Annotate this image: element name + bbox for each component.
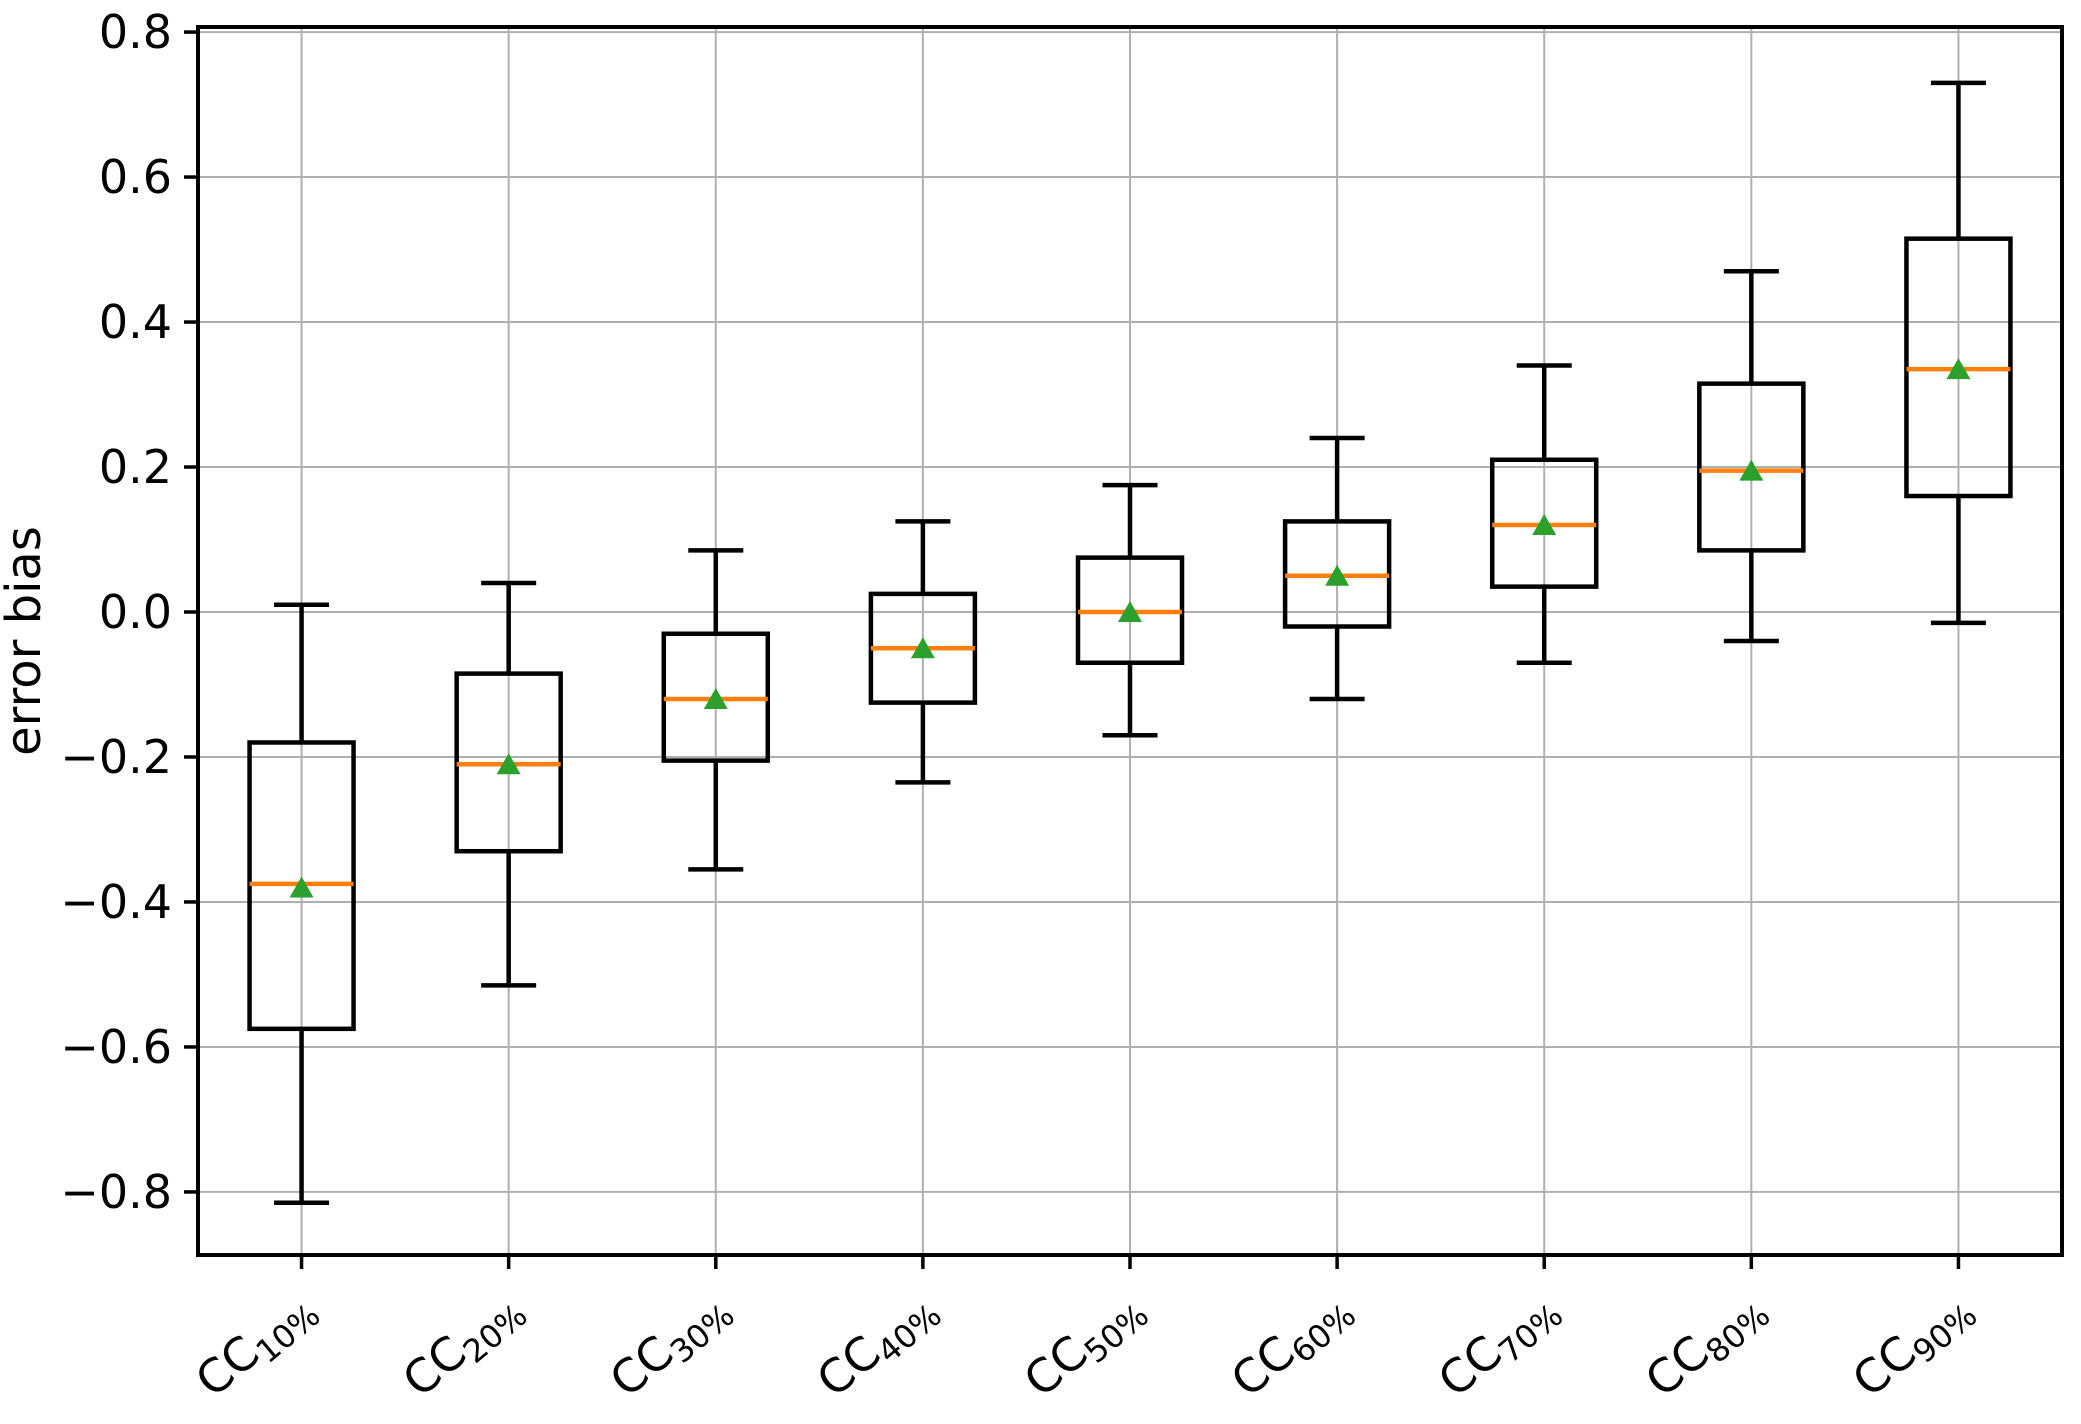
mean-marker: [496, 753, 521, 775]
y-axis-label: error bias: [0, 526, 52, 756]
y-tick-label: 0.8: [99, 5, 172, 59]
x-tick-label: CC10%: [185, 1279, 327, 1412]
mean-marker: [1325, 564, 1350, 586]
x-tick-label-subscript: 50%: [1077, 1296, 1156, 1371]
x-tick-label-subscript: 10%: [249, 1296, 328, 1371]
mean-marker: [1532, 514, 1557, 536]
x-tick-label: CC50%: [1014, 1279, 1156, 1412]
mean-marker: [289, 876, 314, 898]
y-tick-label: −0.2: [60, 730, 172, 784]
mean-marker: [1739, 459, 1764, 481]
x-tick-label: CC30%: [599, 1279, 741, 1412]
x-tick-label-subscript: 30%: [663, 1296, 742, 1371]
x-tick-label: CC20%: [392, 1279, 534, 1412]
y-tick-label: −0.4: [60, 875, 172, 929]
y-tick-label: −0.6: [60, 1020, 172, 1074]
x-tick-label-subscript: 80%: [1698, 1296, 1777, 1371]
x-tick-label: CC90%: [1842, 1279, 1984, 1412]
x-tick-label: CC40%: [807, 1279, 949, 1412]
x-tick-label-subscript: 70%: [1491, 1296, 1570, 1371]
x-tick-label-subscript: 20%: [456, 1296, 535, 1371]
x-tick-label-subscript: 90%: [1905, 1296, 1984, 1371]
mean-marker: [703, 687, 728, 709]
x-tick-label: CC80%: [1635, 1279, 1777, 1412]
y-tick-label: 0.4: [99, 295, 172, 349]
y-tick-label: 0.6: [99, 150, 172, 204]
x-tick-label-subscript: 60%: [1284, 1296, 1363, 1371]
x-tick-label-subscript: 40%: [870, 1296, 949, 1371]
mean-marker: [1946, 358, 1971, 380]
y-tick-label: −0.8: [60, 1165, 172, 1219]
mean-marker: [910, 637, 935, 659]
x-tick-label: CC70%: [1428, 1279, 1570, 1412]
iqr-box: [1697, 381, 1806, 553]
mean-marker: [1118, 601, 1142, 623]
x-tick-label: CC60%: [1221, 1279, 1363, 1412]
y-tick-label: 0.0: [99, 585, 172, 639]
y-tick-label: 0.2: [99, 440, 172, 494]
